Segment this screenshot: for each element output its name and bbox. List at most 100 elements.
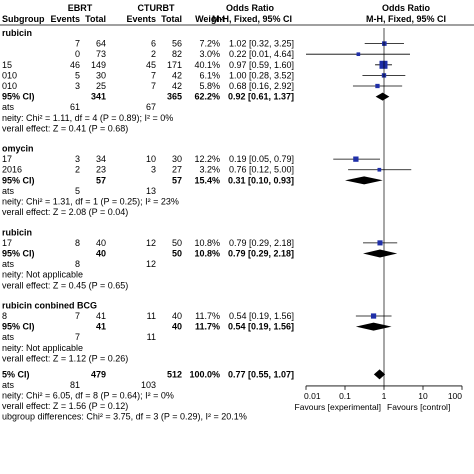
subtotal-or-ci: 0.31 [0.10, 0.93] — [228, 175, 294, 185]
subtotal-or-ci: 0.79 [0.29, 2.18] — [228, 248, 294, 258]
total-events-ebrt: 61 — [70, 102, 80, 112]
header-events-2: Events — [126, 14, 156, 24]
study-weight: 5.8% — [199, 81, 220, 91]
subtotal-diamond — [363, 249, 398, 258]
study-or-ci: 0.19 [0.05, 0.79] — [229, 154, 294, 164]
study-events-cturbt: 12 — [146, 238, 156, 248]
study-weight: 3.0% — [199, 49, 220, 59]
study-point — [356, 52, 361, 57]
study-or-ci: 1.02 [0.32, 3.25] — [229, 39, 294, 49]
total-weight: 100.0% — [189, 369, 220, 379]
study-events-ebrt: 2 — [75, 165, 80, 175]
header-cturbt: CTURBT — [138, 3, 175, 13]
subtotal-total-ebrt: 341 — [91, 92, 106, 102]
total-events-ebrt: 8 — [75, 259, 80, 269]
study-label: 15 — [2, 60, 12, 70]
header-total-1: Total — [85, 14, 106, 24]
subtotal-weight: 15.4% — [194, 175, 220, 185]
overall-effect: verall effect: Z = 1.12 (P = 0.26) — [2, 353, 128, 363]
study-weight: 12.2% — [194, 154, 220, 164]
header: EBRT CTURBT Odds Ratio Odds Ratio Subgro… — [2, 3, 446, 24]
study-events-ebrt: 8 — [75, 238, 80, 248]
total-or-ci: 0.77 [0.55, 1.07] — [228, 369, 294, 379]
x-tick-label: 10 — [418, 391, 428, 401]
study-events-cturbt: 6 — [151, 39, 156, 49]
study-label: 17 — [2, 238, 12, 248]
x-tick-label: 0.1 — [339, 391, 351, 401]
header-subgroup: Subgroup — [2, 14, 45, 24]
study-events-cturbt: 11 — [147, 311, 156, 321]
heterogeneity: neity: Chi² = 1.31, df = 1 (P = 0.25); I… — [2, 197, 179, 207]
header-ebrt: EBRT — [68, 3, 93, 13]
x-tick-label: 0.01 — [304, 391, 321, 401]
total-events-label: ats — [2, 259, 15, 269]
subtotal-label: 95% CI) — [2, 92, 35, 102]
study-total-ebrt: 73 — [96, 49, 106, 59]
header-or-left: Odds Ratio — [226, 3, 275, 13]
subtotal-diamond — [375, 92, 390, 101]
study-total-ebrt: 23 — [96, 165, 106, 175]
subtotal-total-ebrt: 41 — [96, 322, 106, 332]
heterogeneity: neity: Not applicable — [2, 343, 83, 353]
total-events-cturbt: 67 — [146, 102, 156, 112]
study-or-ci: 0.79 [0.29, 2.18] — [229, 238, 294, 248]
study-total-cturbt: 27 — [172, 165, 182, 175]
study-or-ci: 0.54 [0.19, 1.56] — [229, 311, 294, 321]
subtotal-weight: 11.7% — [195, 322, 220, 332]
total-label: 5% CI) — [2, 369, 30, 379]
total-events-label: ats — [2, 186, 15, 196]
total-events-cturbt: 12 — [146, 259, 156, 269]
total-events-cturbt: 103 — [141, 380, 156, 390]
study-label: 010 — [2, 81, 17, 91]
x-tick-label: 100 — [448, 391, 462, 401]
x-tick-label: 1 — [382, 391, 387, 401]
forest-axis: 0.01 0.1 1 10 100 Favours [experimental] Favou… — [295, 28, 463, 412]
header-weight: Weight — [195, 14, 225, 24]
study-events-ebrt: 0 — [75, 49, 80, 59]
study-point — [370, 313, 377, 319]
study-weight: 10.8% — [194, 238, 220, 248]
subtotal-total-cturbt: 50 — [172, 248, 182, 258]
header-method-right: M-H, Fixed, 95% CI — [366, 14, 446, 24]
study-events-ebrt: 3 — [75, 154, 80, 164]
subtotal-total-cturbt: 365 — [167, 92, 182, 102]
study-label: 17 — [2, 154, 12, 164]
study-total-cturbt: 82 — [172, 49, 182, 59]
study-total-ebrt: 34 — [96, 154, 106, 164]
study-total-ebrt: 41 — [96, 311, 106, 321]
total-events-label: ats — [2, 102, 15, 112]
subtotal-diamond — [355, 322, 392, 331]
subtotal-total-cturbt: 57 — [172, 175, 182, 185]
header-or-right: Odds Ratio — [382, 3, 431, 13]
study-events-cturbt: 45 — [146, 60, 156, 70]
study-or-ci: 0.68 [0.16, 2.92] — [229, 81, 294, 91]
overall-effect: verall effect: Z = 0.41 (P = 0.68) — [2, 123, 128, 133]
forest-marks — [306, 41, 412, 380]
header-method-left: M-H, Fixed, 95% CI — [212, 14, 292, 24]
subgroup-differences: ubgroup differences: Chi² = 3.75, df = 3… — [2, 412, 247, 422]
total-events-cturbt: 11 — [147, 332, 156, 342]
total-events-ebrt: 7 — [75, 332, 80, 342]
overall-effect: verall effect: Z = 2.08 (P = 0.04) — [2, 207, 128, 217]
subtotal-total-cturbt: 40 — [172, 322, 182, 332]
total-events-label: ats — [2, 380, 15, 390]
subtotal-total-ebrt: 40 — [96, 248, 106, 258]
total-heterogeneity: neity: Chi² = 6.05, df = 8 (P = 0.64); I… — [2, 391, 174, 401]
study-total-ebrt: 64 — [96, 39, 106, 49]
study-total-cturbt: 171 — [167, 60, 182, 70]
study-weight: 3.2% — [199, 165, 220, 175]
total-overall-effect: verall effect: Z = 1.56 (P = 0.12) — [2, 401, 128, 411]
study-weight: 11.7% — [195, 311, 220, 321]
study-or-ci: 0.76 [0.12, 5.00] — [229, 165, 294, 175]
total-ebrt: 479 — [91, 369, 106, 379]
study-total-cturbt: 30 — [172, 154, 182, 164]
study-weight: 40.1% — [194, 60, 220, 70]
total-events-label: ats — [2, 332, 15, 342]
study-total-ebrt: 30 — [96, 70, 106, 80]
subtotal-total-ebrt: 57 — [96, 175, 106, 185]
subgroup-title: rubicin — [2, 28, 32, 38]
heterogeneity: neity: Chi² = 1.11, df = 4 (P = 0.89); I… — [2, 113, 173, 123]
total-events-ebrt: 81 — [70, 380, 80, 390]
study-events-cturbt: 2 — [151, 49, 156, 59]
